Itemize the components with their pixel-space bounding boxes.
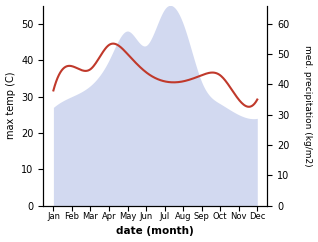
Y-axis label: max temp (C): max temp (C) (5, 72, 16, 139)
X-axis label: date (month): date (month) (116, 227, 194, 236)
Y-axis label: med. precipitation (kg/m2): med. precipitation (kg/m2) (303, 45, 313, 166)
